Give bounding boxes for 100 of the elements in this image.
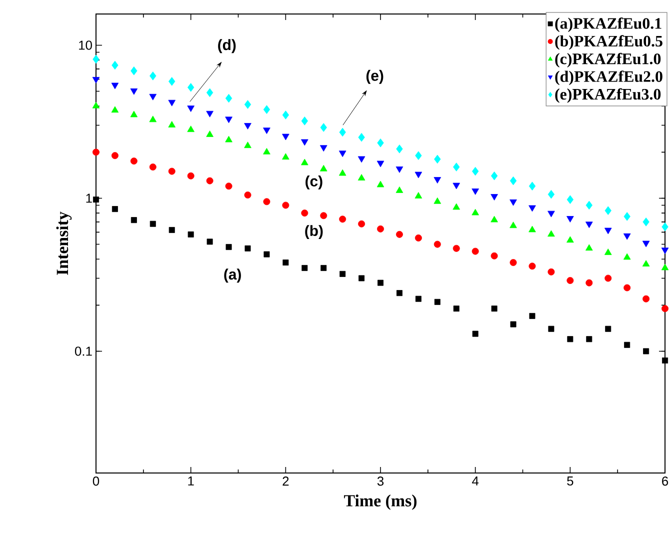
point: [168, 168, 176, 175]
point: [206, 88, 214, 98]
point: [244, 192, 252, 198]
point: [414, 192, 422, 198]
point: [586, 200, 592, 210]
point: [320, 123, 327, 132]
x-tick-label: 0: [92, 476, 100, 486]
point: [662, 357, 668, 364]
point: [529, 312, 536, 319]
point: [566, 236, 574, 243]
point: [168, 121, 176, 128]
point: [225, 94, 232, 103]
annotation: (c): [306, 175, 322, 190]
point: [263, 198, 270, 206]
point: [111, 106, 119, 113]
point: [376, 160, 384, 168]
point: [226, 244, 232, 250]
point: [339, 128, 346, 137]
point: [130, 217, 137, 224]
point: [263, 148, 270, 154]
point: [472, 166, 479, 176]
point: [548, 230, 555, 237]
point: [338, 169, 346, 176]
point: [111, 152, 118, 160]
y-tick-label: 10: [79, 40, 92, 50]
point: [130, 158, 138, 165]
point: [623, 253, 631, 260]
point: [282, 153, 290, 160]
point: [206, 110, 214, 118]
point: [566, 216, 574, 222]
point: [548, 326, 554, 332]
annotation: (a): [224, 268, 241, 283]
point: [358, 275, 365, 282]
point: [282, 202, 290, 209]
point: [566, 195, 574, 204]
point: [414, 234, 422, 242]
point: [585, 244, 593, 251]
point: [604, 248, 612, 255]
point: [605, 326, 612, 332]
point: [187, 106, 194, 112]
point: [301, 116, 308, 126]
x-tick-label: 2: [282, 476, 289, 486]
point: [225, 116, 232, 124]
point: [282, 134, 290, 140]
point: [396, 166, 404, 173]
point: [92, 102, 100, 108]
point: [434, 298, 440, 305]
point: [452, 244, 460, 252]
point: [112, 60, 118, 70]
point: [225, 182, 232, 190]
point: [187, 126, 194, 132]
annotation: (d): [218, 39, 236, 54]
point: [396, 144, 403, 154]
point: [300, 139, 308, 146]
point: [661, 248, 669, 254]
x-tick-label: 6: [662, 476, 668, 486]
point: [510, 259, 517, 266]
point: [510, 199, 517, 206]
point: [662, 222, 668, 232]
point: [548, 210, 555, 218]
point: [377, 138, 384, 148]
point: [642, 295, 650, 302]
point: [662, 305, 668, 312]
point: [624, 212, 630, 221]
point: [490, 194, 498, 200]
point: [434, 240, 441, 248]
point: [300, 158, 308, 166]
x-axis-title: Time (ms): [344, 494, 417, 510]
point: [472, 208, 479, 216]
point: [491, 306, 498, 312]
point: [168, 227, 175, 233]
point: [206, 177, 214, 184]
y-tick-label: 0.1: [74, 346, 92, 356]
point: [92, 148, 100, 156]
x-tick-label: 4: [472, 476, 479, 486]
point: [149, 116, 157, 122]
point: [168, 100, 176, 106]
point: [586, 336, 592, 342]
point: [510, 222, 517, 228]
point: [150, 220, 156, 227]
point: [244, 123, 252, 130]
point: [244, 100, 252, 109]
point: [358, 156, 366, 163]
point: [434, 177, 442, 184]
point: [472, 330, 478, 337]
point: [282, 110, 290, 120]
x-tick-label: 1: [188, 476, 194, 486]
point: [452, 203, 460, 210]
point: [320, 265, 327, 271]
point: [434, 197, 442, 204]
x-tick-label: 5: [567, 476, 574, 486]
point: [585, 222, 593, 228]
point: [338, 150, 346, 158]
annotation: (e): [366, 70, 384, 84]
point: [604, 206, 612, 215]
point: [130, 88, 138, 95]
point: [206, 238, 213, 245]
point: [434, 154, 441, 164]
point: [376, 180, 384, 188]
point: [566, 276, 574, 284]
